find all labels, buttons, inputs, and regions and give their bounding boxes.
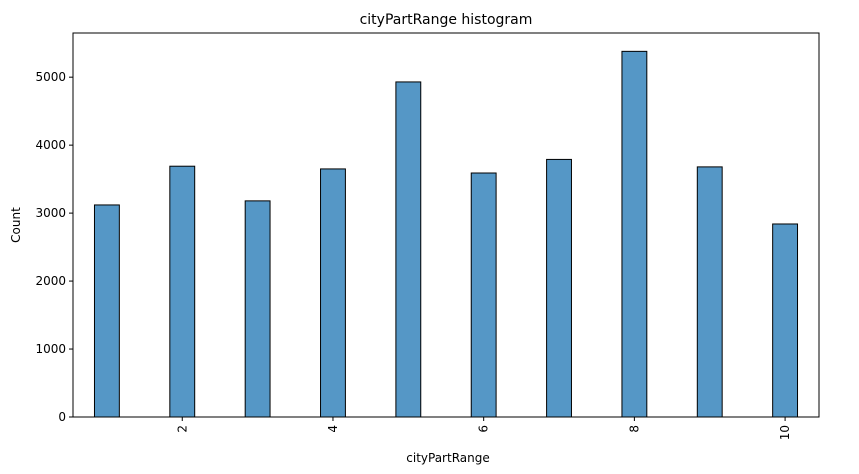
x-axis-ticks: 2 4 6 8 10 xyxy=(175,417,792,440)
histogram-bar xyxy=(93,204,120,418)
y-tick-label: 4000 xyxy=(35,138,66,152)
histogram-bar xyxy=(470,172,497,418)
histogram-bar xyxy=(320,168,346,418)
histogram-bar xyxy=(696,166,723,418)
x-tick-label: 4 xyxy=(326,425,340,433)
bars-group xyxy=(93,50,799,418)
histogram-bar xyxy=(621,50,648,418)
histogram-bar xyxy=(395,81,422,418)
x-tick-label: 6 xyxy=(477,425,491,433)
y-tick-label: 3000 xyxy=(35,206,66,220)
y-tick-label: 1000 xyxy=(35,342,66,356)
x-tick-label: 8 xyxy=(627,425,641,433)
histogram-bar xyxy=(244,200,271,418)
y-tick-label: 5000 xyxy=(35,70,66,84)
y-tick-label: 0 xyxy=(58,410,66,424)
y-tick-label: 2000 xyxy=(35,274,66,288)
histogram-bar xyxy=(546,158,572,418)
x-tick-label: 10 xyxy=(778,425,792,440)
y-axis-label: Count xyxy=(9,207,23,243)
plot-frame xyxy=(72,32,820,418)
x-axis-label: cityPartRange xyxy=(406,451,489,465)
y-axis-ticks: 0 1000 2000 3000 4000 5000 xyxy=(35,70,73,424)
histogram-bar xyxy=(772,223,799,418)
histogram-bar xyxy=(169,165,196,418)
x-tick-label: 2 xyxy=(175,425,189,433)
chart-title: cityPartRange histogram xyxy=(360,12,533,28)
